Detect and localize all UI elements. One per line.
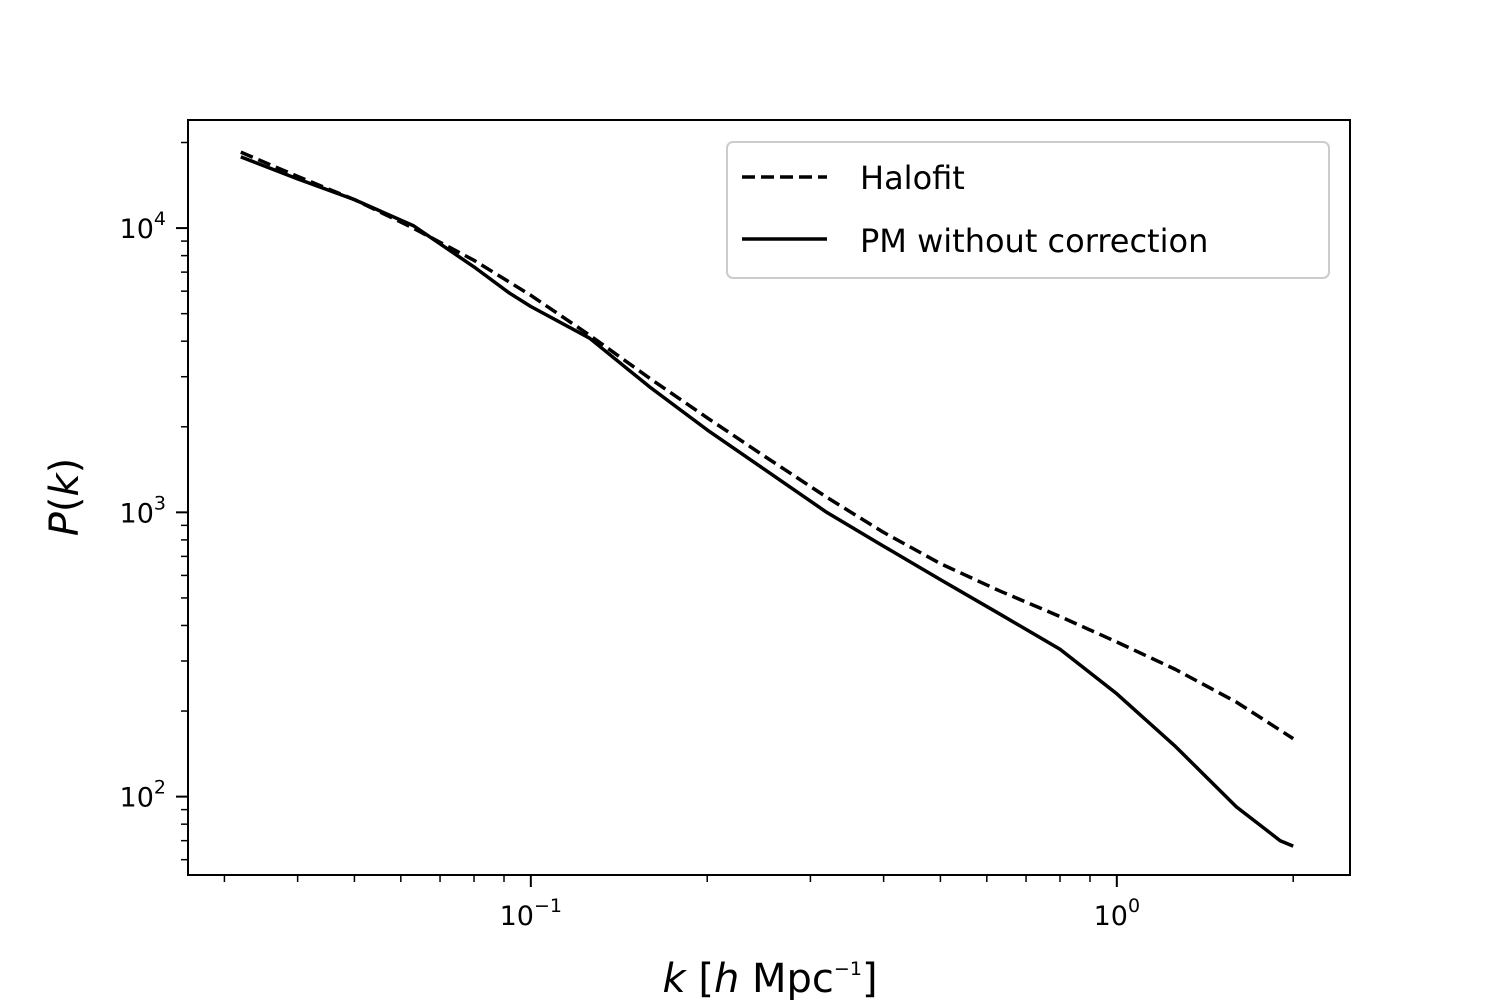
minor-ticks [181, 141, 1294, 882]
x-axis-title-h: h [714, 956, 739, 1000]
legend-label-halofit: Halofit [860, 159, 965, 197]
series-line-pm-without-correction [240, 155, 1294, 848]
y-axis-title-p: P [42, 511, 88, 536]
series-line-halofit [240, 150, 1295, 741]
y-axis-title-k: k [42, 472, 88, 497]
series-layer [240, 150, 1295, 848]
x-tick-label: 100 [1094, 895, 1140, 932]
x-axis-title-unit: Mpc [739, 956, 834, 1000]
y-axis-title: P(k) [42, 458, 88, 537]
plot-frame [187, 119, 1351, 876]
major-ticks [176, 227, 1118, 887]
y-axis-title-paren-open: ( [42, 497, 88, 513]
legend-box [726, 141, 1330, 279]
y-tick-label: 102 [120, 777, 166, 814]
x-axis-title-bracket-open: [ [686, 956, 714, 1000]
x-axis-title-exponent: −1 [834, 958, 862, 980]
x-axis-title-k: k [662, 956, 687, 1000]
x-axis-title-bracket-close: ] [862, 956, 878, 1000]
legend-label-pm: PM without correction [860, 222, 1208, 260]
y-tick-label: 103 [120, 492, 166, 529]
x-axis-title: k [h Mpc−1] [662, 956, 877, 1000]
tick-labels: 10−1 100 102 103 104 [120, 208, 1140, 932]
y-axis-title-paren-close: ) [42, 458, 88, 474]
y-tick-label: 104 [120, 208, 166, 245]
x-tick-label: 10−1 [500, 895, 562, 932]
legend: Halofit PM without correction [726, 141, 1330, 279]
